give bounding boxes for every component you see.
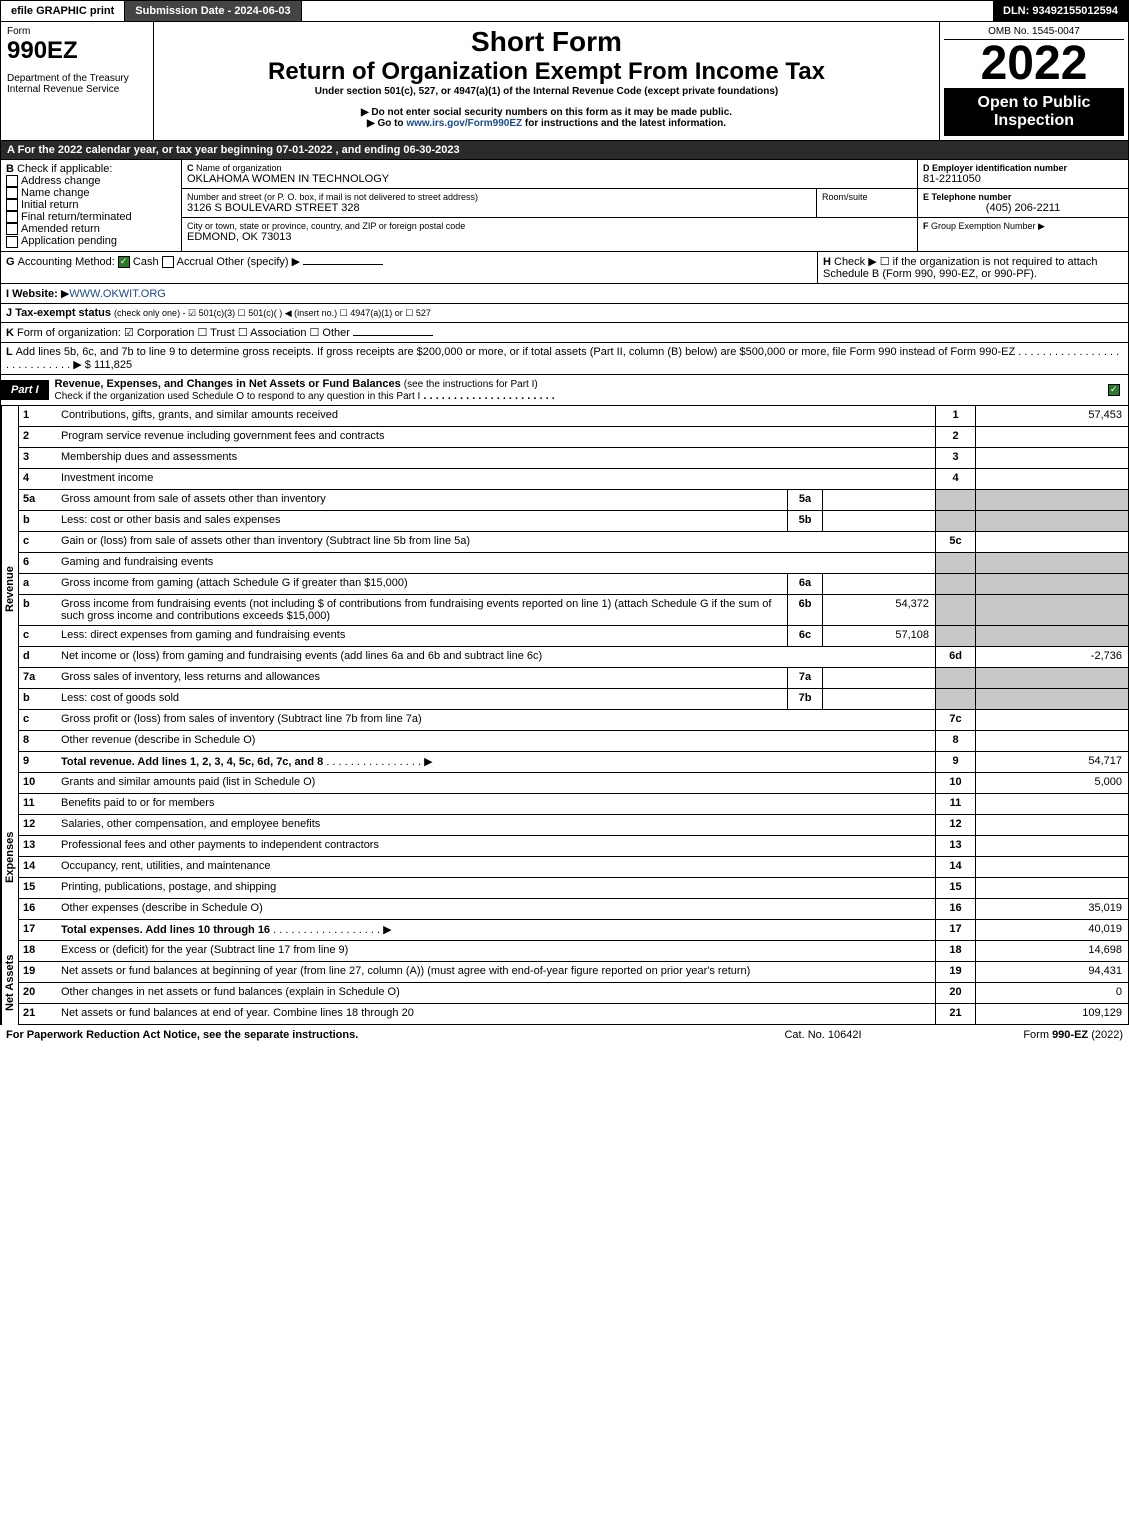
- l-text: Add lines 5b, 6c, and 7b to line 9 to de…: [16, 346, 1016, 358]
- gh-row: G Accounting Method: Cash Accrual Other …: [0, 252, 1129, 284]
- footer-mid: Cat. No. 10642I: [723, 1029, 923, 1041]
- footer-right: Form 990-EZ (2022): [923, 1029, 1123, 1041]
- chk-address-change[interactable]: [6, 175, 18, 187]
- part1-label: Part I: [1, 380, 49, 400]
- h-text: Check ▶ ☐ if the organization is not req…: [823, 256, 1098, 280]
- ein: 81-2211050: [923, 173, 1123, 185]
- amt-10: 5,000: [975, 773, 1128, 793]
- form-note-1: Do not enter social security numbers on …: [158, 107, 935, 118]
- amt-9: 54,717: [975, 752, 1128, 772]
- amt-19: 94,431: [975, 962, 1128, 982]
- part1-header: Part I Revenue, Expenses, and Changes in…: [0, 375, 1129, 406]
- chk-schedule-o[interactable]: [1108, 384, 1120, 396]
- form-subtitle: Under section 501(c), 527, or 4947(a)(1)…: [158, 86, 935, 97]
- form-year: 2022: [944, 40, 1124, 88]
- chk-initial-return[interactable]: [6, 199, 18, 211]
- amt-6d: -2,736: [975, 647, 1128, 667]
- form-title-2: Return of Organization Exempt From Incom…: [158, 58, 935, 86]
- chk-application-pending[interactable]: [6, 236, 18, 248]
- chk-cash[interactable]: [118, 256, 130, 268]
- chk-accrual[interactable]: [162, 256, 174, 268]
- topbar: efile GRAPHIC print Submission Date - 20…: [0, 0, 1129, 22]
- chk-name-change[interactable]: [6, 187, 18, 199]
- expenses-side-label: Expenses: [1, 773, 18, 941]
- page-footer: For Paperwork Reduction Act Notice, see …: [0, 1025, 1129, 1045]
- amt-17: 40,019: [975, 920, 1128, 940]
- org-city: EDMOND, OK 73013: [187, 231, 912, 243]
- revenue-side-label: Revenue: [1, 406, 18, 773]
- submission-date: Submission Date - 2024-06-03: [125, 1, 301, 21]
- b-label: Check if applicable:: [17, 163, 112, 175]
- org-name: OKLAHOMA WOMEN IN TECHNOLOGY: [187, 173, 912, 185]
- section-a-text: For the 2022 calendar year, or tax year …: [18, 144, 460, 156]
- amt-1: 57,453: [975, 406, 1128, 426]
- open-public: Open to Public Inspection: [944, 88, 1124, 136]
- chk-final-return[interactable]: [6, 211, 18, 223]
- org-street: 3126 S BOULEVARD STREET 328: [187, 202, 811, 214]
- irs-label: Internal Revenue Service: [7, 84, 147, 95]
- amt-16: 35,019: [975, 899, 1128, 919]
- irs-link[interactable]: www.irs.gov/Form990EZ: [406, 118, 522, 129]
- val-6c: 57,108: [822, 626, 935, 646]
- entity-block: B Check if applicable: Address change Na…: [0, 160, 1129, 252]
- amt-18: 14,698: [975, 941, 1128, 961]
- form-note-2: Go to www.irs.gov/Form990EZ for instruct…: [158, 118, 935, 129]
- amt-20: 0: [975, 983, 1128, 1003]
- form-title-1: Short Form: [158, 26, 935, 58]
- amt-21: 109,129: [975, 1004, 1128, 1024]
- form-label: Form: [7, 26, 147, 37]
- val-6b: 54,372: [822, 595, 935, 625]
- form-header: Form 990EZ Department of the Treasury In…: [0, 22, 1129, 141]
- section-a: A For the 2022 calendar year, or tax yea…: [0, 141, 1129, 160]
- footer-left: For Paperwork Reduction Act Notice, see …: [6, 1029, 723, 1041]
- website-link[interactable]: WWW.OKWIT.ORG: [69, 288, 166, 300]
- dln-label: DLN: 93492155012594: [993, 1, 1128, 21]
- form-number: 990EZ: [7, 37, 147, 65]
- efile-label: efile GRAPHIC print: [1, 1, 125, 21]
- netassets-side-label: Net Assets: [1, 941, 18, 1025]
- telephone: (405) 206-2211: [923, 202, 1123, 214]
- chk-amended-return[interactable]: [6, 223, 18, 235]
- dept-label: Department of the Treasury: [7, 73, 147, 84]
